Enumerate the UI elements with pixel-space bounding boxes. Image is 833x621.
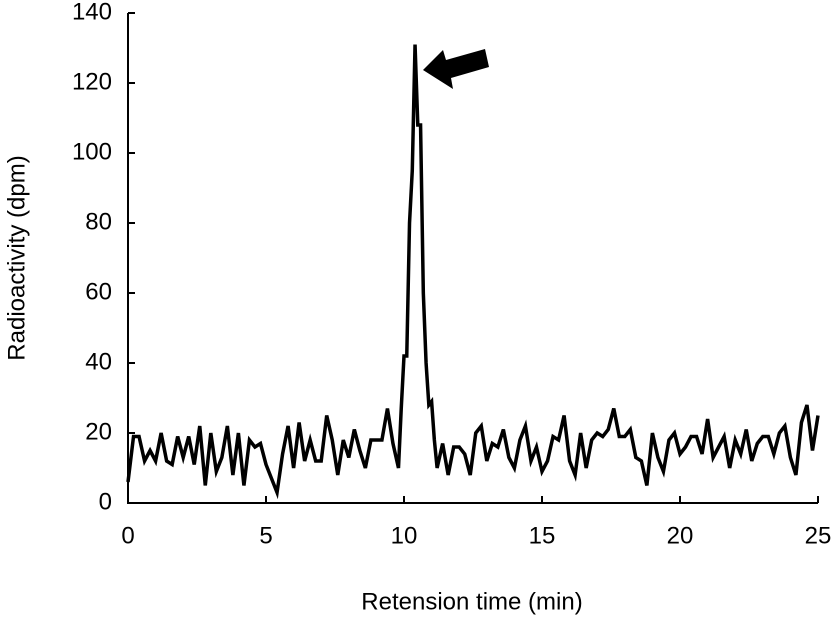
x-tick-label: 25 <box>805 522 832 549</box>
y-tick-label: 120 <box>72 68 112 95</box>
x-tick-label: 15 <box>529 522 556 549</box>
peak-arrow <box>423 49 489 89</box>
data-line <box>126 44 820 500</box>
y-tick-label: 40 <box>85 348 112 375</box>
y-tick-label: 80 <box>85 208 112 235</box>
y-tick-label: 60 <box>85 278 112 305</box>
x-axis-label: Retension time (min) <box>361 588 582 615</box>
x-tick-label: 0 <box>121 522 134 549</box>
y-tick-label: 20 <box>85 418 112 445</box>
y-tick-label: 140 <box>72 0 112 25</box>
y-tick-label: 0 <box>99 488 112 515</box>
x-tick-label: 20 <box>667 522 694 549</box>
y-axis-label: Radioactivity (dpm) <box>3 155 30 360</box>
x-tick-label: 5 <box>259 522 272 549</box>
x-tick-label: 10 <box>391 522 418 549</box>
y-tick-label: 100 <box>72 138 112 165</box>
